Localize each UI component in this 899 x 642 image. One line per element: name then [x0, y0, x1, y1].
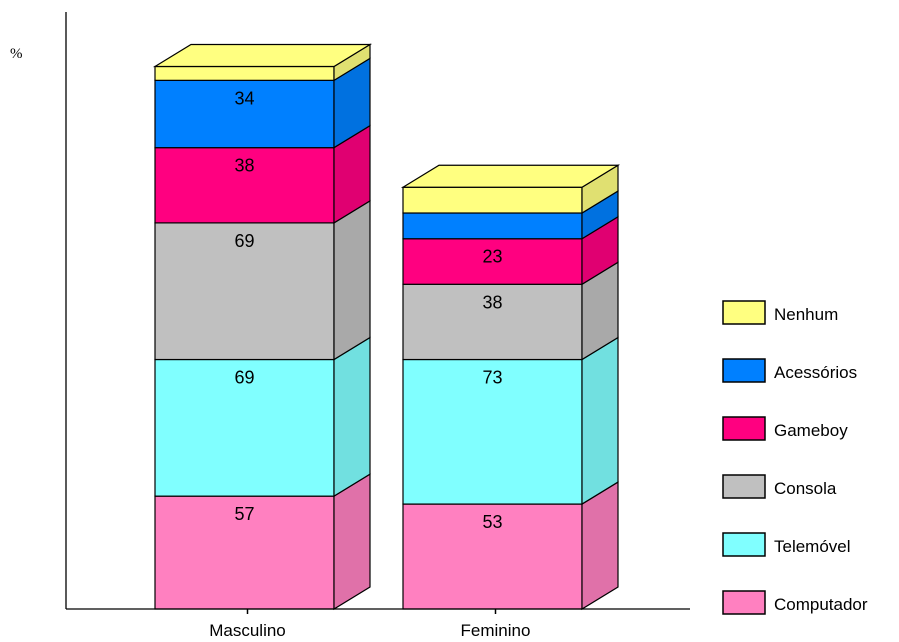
segment-masculino-telemovel-side: [333, 336, 371, 498]
bar-masculino: 57 69 69 38 34: [152, 43, 373, 611]
legend-label-nenhum: Nenhum: [774, 305, 838, 324]
legend-swatch-acessorios: [722, 358, 766, 383]
segment-masculino-computador-side: [333, 473, 371, 611]
x-tick-label-masculino: Masculino: [209, 621, 286, 640]
legend-label-acessorios: Acessórios: [774, 363, 857, 382]
segment-masculino-acessorios: [154, 79, 335, 149]
legend-swatch-nenhum: [722, 300, 766, 325]
data-label-feminino-telemovel: 73: [482, 368, 502, 388]
data-label-feminino-computador: 53: [482, 512, 502, 532]
data-label-masculino-consola: 69: [234, 231, 254, 251]
data-label-feminino-consola: 38: [482, 292, 502, 312]
legend-item-computador: Computador: [722, 590, 868, 615]
data-label-masculino-computador: 57: [234, 504, 254, 524]
bar-top-feminino: [400, 164, 621, 188]
bar-top-masculino: [152, 43, 373, 68]
legend-item-nenhum: Nenhum: [722, 300, 838, 325]
data-label-masculino-telemovel: 69: [234, 368, 254, 388]
segment-masculino-consola-side: [333, 199, 371, 361]
legend: Nenhum Acessórios Gameboy Consola Telemóvel C…: [722, 300, 868, 615]
data-label-masculino-gameboy: 38: [234, 156, 254, 176]
segment-masculino-computador: [154, 495, 335, 610]
segment-masculino-nenhum: [154, 65, 335, 81]
legend-label-consola: Consola: [774, 479, 837, 498]
bar-feminino: 53 73 38 23: [400, 164, 621, 611]
segment-feminino-telemovel-side: [581, 336, 619, 506]
segment-feminino-consola: [402, 283, 583, 361]
segment-feminino-telemovel: [402, 358, 583, 505]
y-axis-unit-label: %: [10, 46, 23, 62]
legend-label-telemovel: Telemóvel: [774, 537, 851, 556]
segment-feminino-computador: [402, 503, 583, 610]
legend-swatch-telemovel: [722, 532, 766, 557]
bars-group: 57 69 69 38 34 53 73 38 23: [152, 43, 621, 611]
segment-feminino-gameboy: [402, 238, 583, 285]
data-label-feminino-gameboy: 23: [482, 247, 502, 267]
segment-masculino-telemovel: [154, 358, 335, 497]
segment-masculino-gameboy: [154, 147, 335, 224]
segment-feminino-nenhum: [402, 186, 583, 214]
data-label-masculino-acessorios: 34: [234, 88, 254, 108]
x-tick-labels: Masculino Feminino: [209, 609, 530, 640]
segment-feminino-acessorios: [402, 212, 583, 240]
legend-swatch-computador: [722, 590, 766, 615]
legend-swatch-consola: [722, 474, 766, 499]
legend-label-gameboy: Gameboy: [774, 421, 848, 440]
legend-item-acessorios: Acessórios: [722, 358, 857, 383]
legend-item-consola: Consola: [722, 474, 837, 499]
legend-item-telemovel: Telemóvel: [722, 532, 851, 557]
legend-label-computador: Computador: [774, 595, 868, 614]
x-tick-label-feminino: Feminino: [461, 621, 531, 640]
legend-swatch-gameboy: [722, 416, 766, 441]
legend-item-gameboy: Gameboy: [722, 416, 848, 441]
